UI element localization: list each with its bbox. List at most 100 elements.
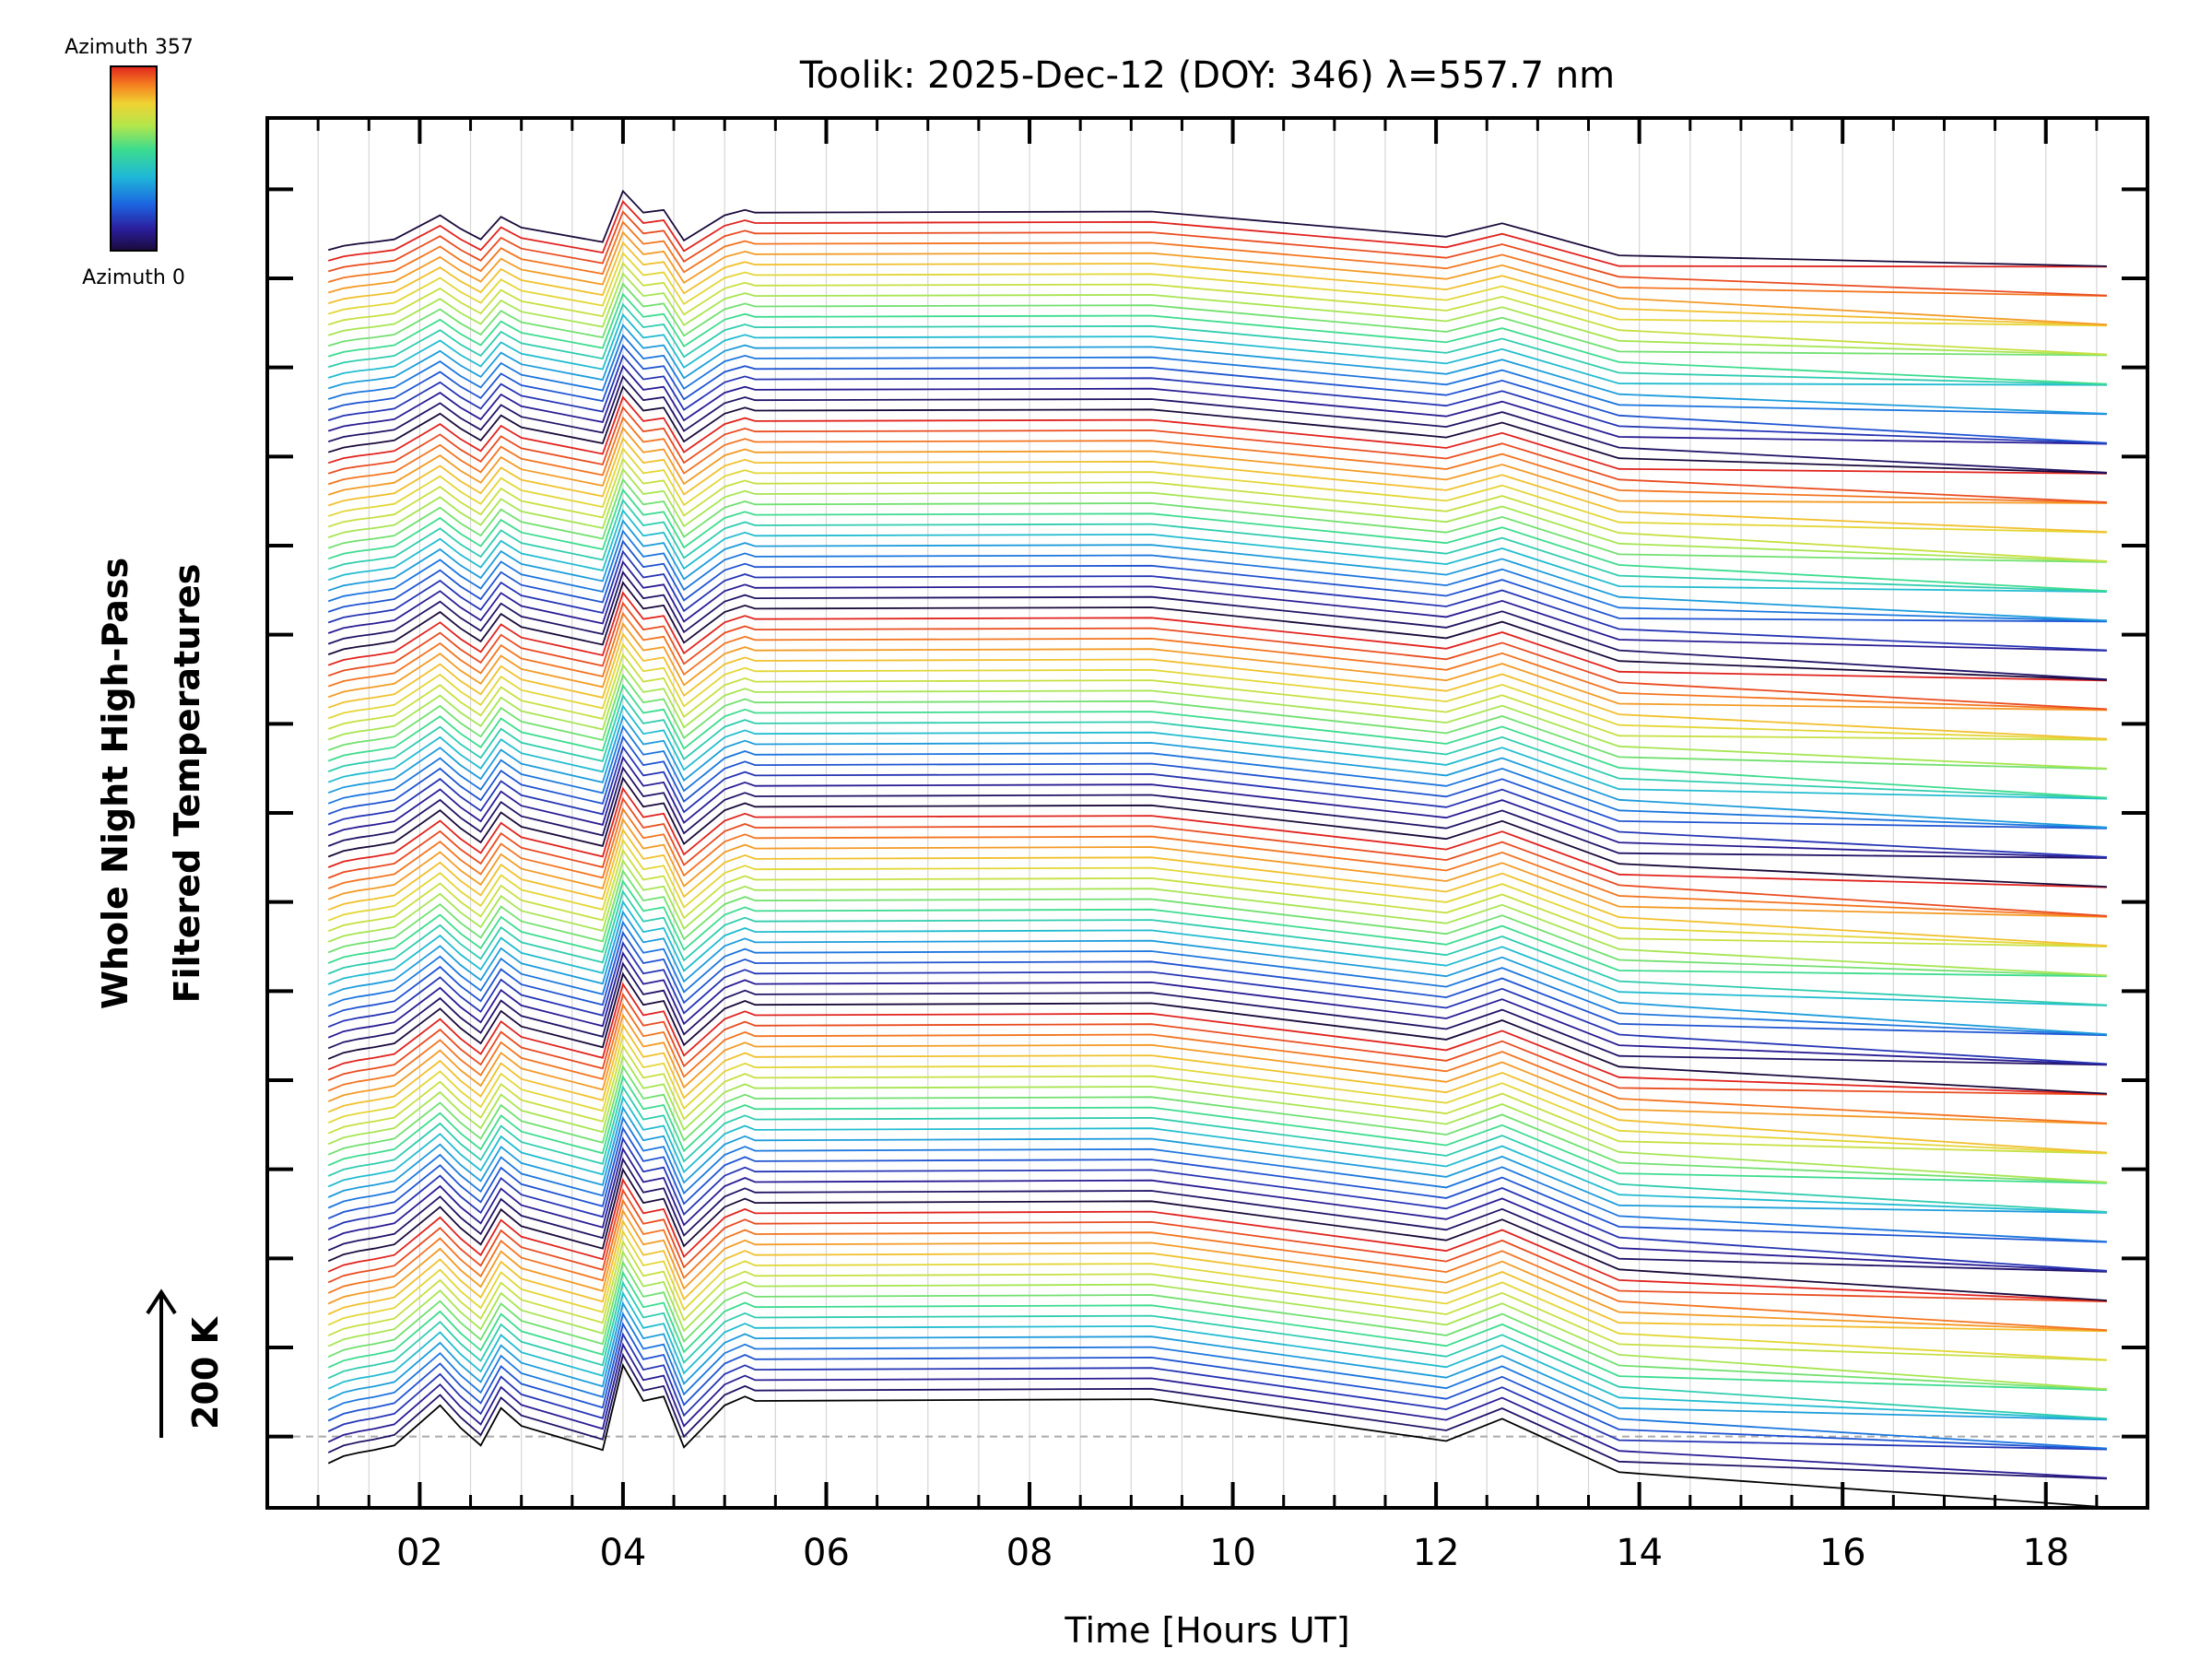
x-tick-label: 06 [803, 1532, 850, 1574]
series-line [327, 982, 2107, 1095]
series-line [327, 735, 2107, 830]
x-tick-label: 16 [1819, 1532, 1866, 1574]
series-line [327, 549, 2107, 652]
series-line [327, 838, 2107, 947]
series-line [327, 1053, 2107, 1183]
series-line [327, 694, 2107, 799]
series-line [327, 1208, 2107, 1332]
series-line [327, 1115, 2107, 1242]
series-line [327, 230, 2107, 326]
series-line [327, 1229, 2107, 1361]
series-line [327, 1013, 2107, 1125]
series-line [327, 488, 2107, 592]
series-line [327, 704, 2107, 800]
series-line [327, 786, 2107, 888]
series-line [327, 1260, 2107, 1391]
series-line [327, 302, 2107, 386]
series-line [327, 1312, 2107, 1450]
series-line [327, 1075, 2107, 1184]
colorbar-top-label: Azimuth 357 [65, 36, 194, 59]
x-tick-label: 08 [1006, 1532, 1053, 1574]
series-line [327, 621, 2107, 712]
series-line [327, 508, 2107, 593]
series-line [327, 766, 2107, 859]
series-line [327, 642, 2107, 740]
scale-bar-label: 200 K [185, 1315, 226, 1430]
series-line [327, 374, 2107, 474]
series-line [327, 828, 2107, 947]
series-line [327, 971, 2107, 1095]
series-line [327, 334, 2107, 416]
x-tick-label: 18 [2022, 1532, 2069, 1574]
series-line [327, 282, 2107, 357]
series-line [327, 806, 2107, 918]
series-line [327, 961, 2107, 1066]
series-line [327, 930, 2107, 1037]
series-line [327, 210, 2107, 297]
series-line [327, 1157, 2107, 1273]
y-axis-title-line1: Whole Night High-Pass [95, 558, 135, 1009]
series-line [327, 559, 2107, 652]
series-line [327, 344, 2107, 444]
series-line [327, 1126, 2107, 1243]
series-line [327, 446, 2107, 534]
series-line [327, 1342, 2107, 1479]
series-line [327, 581, 2107, 681]
series-line [327, 1095, 2107, 1214]
series-line [327, 714, 2107, 829]
series-line [327, 1177, 2107, 1302]
series-line [327, 1198, 2107, 1332]
series-line [327, 663, 2107, 770]
axis-ticks: 02 04 06 08 10 12 14 16 18 [267, 118, 2147, 1574]
series-line [327, 477, 2107, 563]
series-line [327, 1352, 2107, 1480]
x-tick-label: 10 [1209, 1532, 1256, 1574]
series-line [327, 683, 2107, 799]
series-line [327, 653, 2107, 741]
series-line [327, 900, 2107, 1006]
colorbar-bottom-label: Azimuth 0 [82, 266, 185, 289]
series-line [327, 292, 2107, 385]
series-line [327, 848, 2107, 947]
series-line [327, 868, 2107, 977]
scale-bar: 200 K [146, 1288, 226, 1438]
series-line [327, 1147, 2107, 1273]
series-line [327, 251, 2107, 327]
series-line [327, 1270, 2107, 1392]
series-line [327, 755, 2107, 859]
series-line [327, 1085, 2107, 1213]
series-line [327, 457, 2107, 562]
series-line [327, 571, 2107, 681]
series-line [327, 951, 2107, 1065]
x-tick-label: 02 [396, 1532, 443, 1574]
series-line [327, 261, 2107, 356]
series-line [327, 1218, 2107, 1333]
series-line [327, 776, 2107, 888]
series-line [327, 796, 2107, 917]
series-line [327, 416, 2107, 504]
series-line [327, 189, 2107, 267]
series-line [327, 272, 2107, 356]
series-line [327, 364, 2107, 445]
series-line [327, 1290, 2107, 1420]
series-line [327, 745, 2107, 858]
series-line [327, 1023, 2107, 1154]
series-line [327, 220, 2107, 297]
series-line [327, 858, 2107, 977]
series-line [327, 601, 2107, 711]
series-line [327, 611, 2107, 711]
chart-title: Toolik: 2025-Dec-12 (DOY: 346) λ=557.7 n… [799, 54, 1615, 97]
series-line [327, 1033, 2107, 1154]
series-line [327, 395, 2107, 475]
series-line [327, 1300, 2107, 1421]
series-line [327, 724, 2107, 830]
colorbar-ramp [110, 65, 158, 252]
series-line [327, 1043, 2107, 1155]
series-line [327, 1280, 2107, 1420]
scale-bar-arrow-head [146, 1288, 177, 1315]
series-line [327, 673, 2107, 771]
series-line [327, 1250, 2107, 1390]
series-line [327, 1105, 2107, 1214]
x-tick-label: 04 [599, 1532, 646, 1574]
